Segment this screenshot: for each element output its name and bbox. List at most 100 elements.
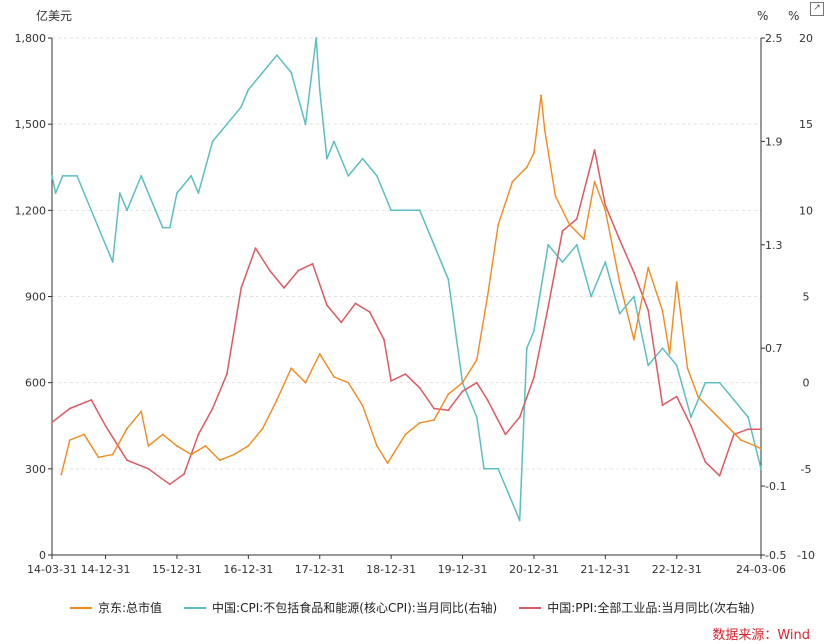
data-point bbox=[140, 410, 143, 413]
data-point bbox=[418, 209, 421, 212]
data-point bbox=[147, 445, 150, 447]
data-point bbox=[668, 353, 671, 355]
data-point bbox=[361, 157, 364, 160]
right-axis-tick: 0.7 bbox=[765, 342, 783, 355]
data-point bbox=[190, 175, 193, 177]
data-point bbox=[618, 238, 621, 241]
data-point bbox=[104, 424, 107, 427]
data-point bbox=[547, 305, 550, 308]
data-point bbox=[733, 399, 735, 401]
x-axis-tick: 15-12-31 bbox=[152, 563, 202, 576]
data-point bbox=[261, 71, 264, 74]
data-point bbox=[68, 439, 71, 441]
legend-label: 京东:总市值 bbox=[98, 601, 163, 615]
data-point bbox=[475, 358, 478, 361]
legend-item-jd-market-cap[interactable]: 京东:总市值 bbox=[70, 599, 162, 616]
share-icon[interactable]: ↗ bbox=[810, 2, 824, 16]
data-point bbox=[154, 209, 157, 212]
data-point bbox=[147, 467, 150, 470]
data-point bbox=[211, 140, 214, 143]
left-axis-tick: 1,800 bbox=[15, 32, 47, 45]
data-point bbox=[111, 261, 114, 263]
data-point bbox=[318, 88, 321, 91]
data-point bbox=[711, 410, 714, 413]
data-point bbox=[304, 123, 307, 126]
data-point bbox=[240, 106, 243, 108]
data-point bbox=[593, 180, 596, 183]
data-point bbox=[675, 281, 678, 283]
data-point bbox=[504, 433, 507, 436]
data-point bbox=[760, 467, 762, 470]
data-point bbox=[404, 373, 407, 375]
data-point bbox=[704, 381, 707, 384]
data-point bbox=[197, 192, 200, 195]
data-point bbox=[83, 433, 85, 436]
data-point bbox=[315, 37, 318, 39]
data-point bbox=[690, 416, 692, 418]
data-source: 数据来源：Wind bbox=[712, 628, 810, 643]
data-point bbox=[547, 243, 550, 246]
right-axis2-tick: 20 bbox=[799, 32, 813, 45]
data-point bbox=[318, 353, 321, 355]
data-point bbox=[725, 424, 728, 427]
data-point bbox=[554, 195, 557, 197]
data-point bbox=[404, 433, 407, 436]
data-point bbox=[561, 261, 564, 263]
data-point bbox=[475, 381, 478, 384]
right-axis-tick: 1.3 bbox=[765, 239, 783, 252]
data-point bbox=[686, 367, 689, 370]
data-point bbox=[51, 175, 53, 177]
data-point bbox=[740, 439, 742, 441]
data-point bbox=[747, 416, 749, 418]
data-point bbox=[54, 192, 57, 195]
data-point bbox=[126, 459, 128, 462]
data-point bbox=[754, 445, 757, 447]
left-axis-tick: 600 bbox=[25, 377, 46, 390]
data-point bbox=[254, 247, 257, 250]
x-axis-tick: 18-12-31 bbox=[366, 563, 416, 576]
data-point bbox=[661, 404, 664, 406]
data-point bbox=[525, 347, 528, 350]
data-point bbox=[618, 281, 621, 283]
right-axis-tick: -0.1 bbox=[765, 480, 786, 493]
data-point bbox=[168, 483, 171, 486]
data-point bbox=[675, 364, 678, 367]
data-point bbox=[647, 266, 650, 269]
data-point bbox=[333, 140, 335, 143]
data-point bbox=[176, 445, 178, 447]
data-point bbox=[418, 386, 421, 389]
right-axis2-tick: 0 bbox=[803, 377, 810, 390]
data-point bbox=[204, 445, 207, 447]
data-point bbox=[561, 230, 564, 232]
data-point bbox=[433, 419, 435, 421]
data-point bbox=[661, 347, 664, 350]
right-axis-tick: 1.9 bbox=[765, 135, 783, 148]
data-point bbox=[447, 393, 450, 396]
right-axis2-tick: -5 bbox=[801, 463, 812, 476]
left-axis-tick: 1,200 bbox=[15, 204, 47, 217]
left-axis-tick: 300 bbox=[25, 463, 46, 476]
x-axis-tick: 24-03-06 bbox=[736, 563, 786, 576]
legend-item-ppi[interactable]: 中国:PPI:全部工业品:当月同比(次右轴) bbox=[519, 599, 755, 616]
series-layer bbox=[51, 37, 762, 522]
data-point bbox=[604, 209, 607, 212]
data-point bbox=[333, 376, 335, 378]
data-point bbox=[233, 453, 236, 456]
data-point bbox=[276, 399, 278, 401]
x-axis-tick: 22-12-31 bbox=[652, 563, 702, 576]
right-axis-tick: 2.5 bbox=[765, 32, 783, 45]
data-point bbox=[543, 129, 546, 131]
data-point bbox=[533, 376, 535, 379]
data-point bbox=[304, 381, 307, 384]
data-point bbox=[197, 433, 200, 436]
data-point bbox=[433, 243, 435, 246]
right-axis2-tick: 5 bbox=[803, 291, 810, 304]
data-point bbox=[497, 467, 500, 470]
legend-item-core-cpi[interactable]: 中国:CPI:不包括食品和能源(核心CPI):当月同比(右轴) bbox=[184, 599, 497, 616]
data-point bbox=[486, 295, 489, 298]
data-point bbox=[497, 223, 500, 226]
legend-label: 中国:CPI:不包括食品和能源(核心CPI):当月同比(右轴) bbox=[212, 601, 498, 615]
data-point bbox=[354, 302, 357, 305]
data-point bbox=[568, 223, 571, 226]
